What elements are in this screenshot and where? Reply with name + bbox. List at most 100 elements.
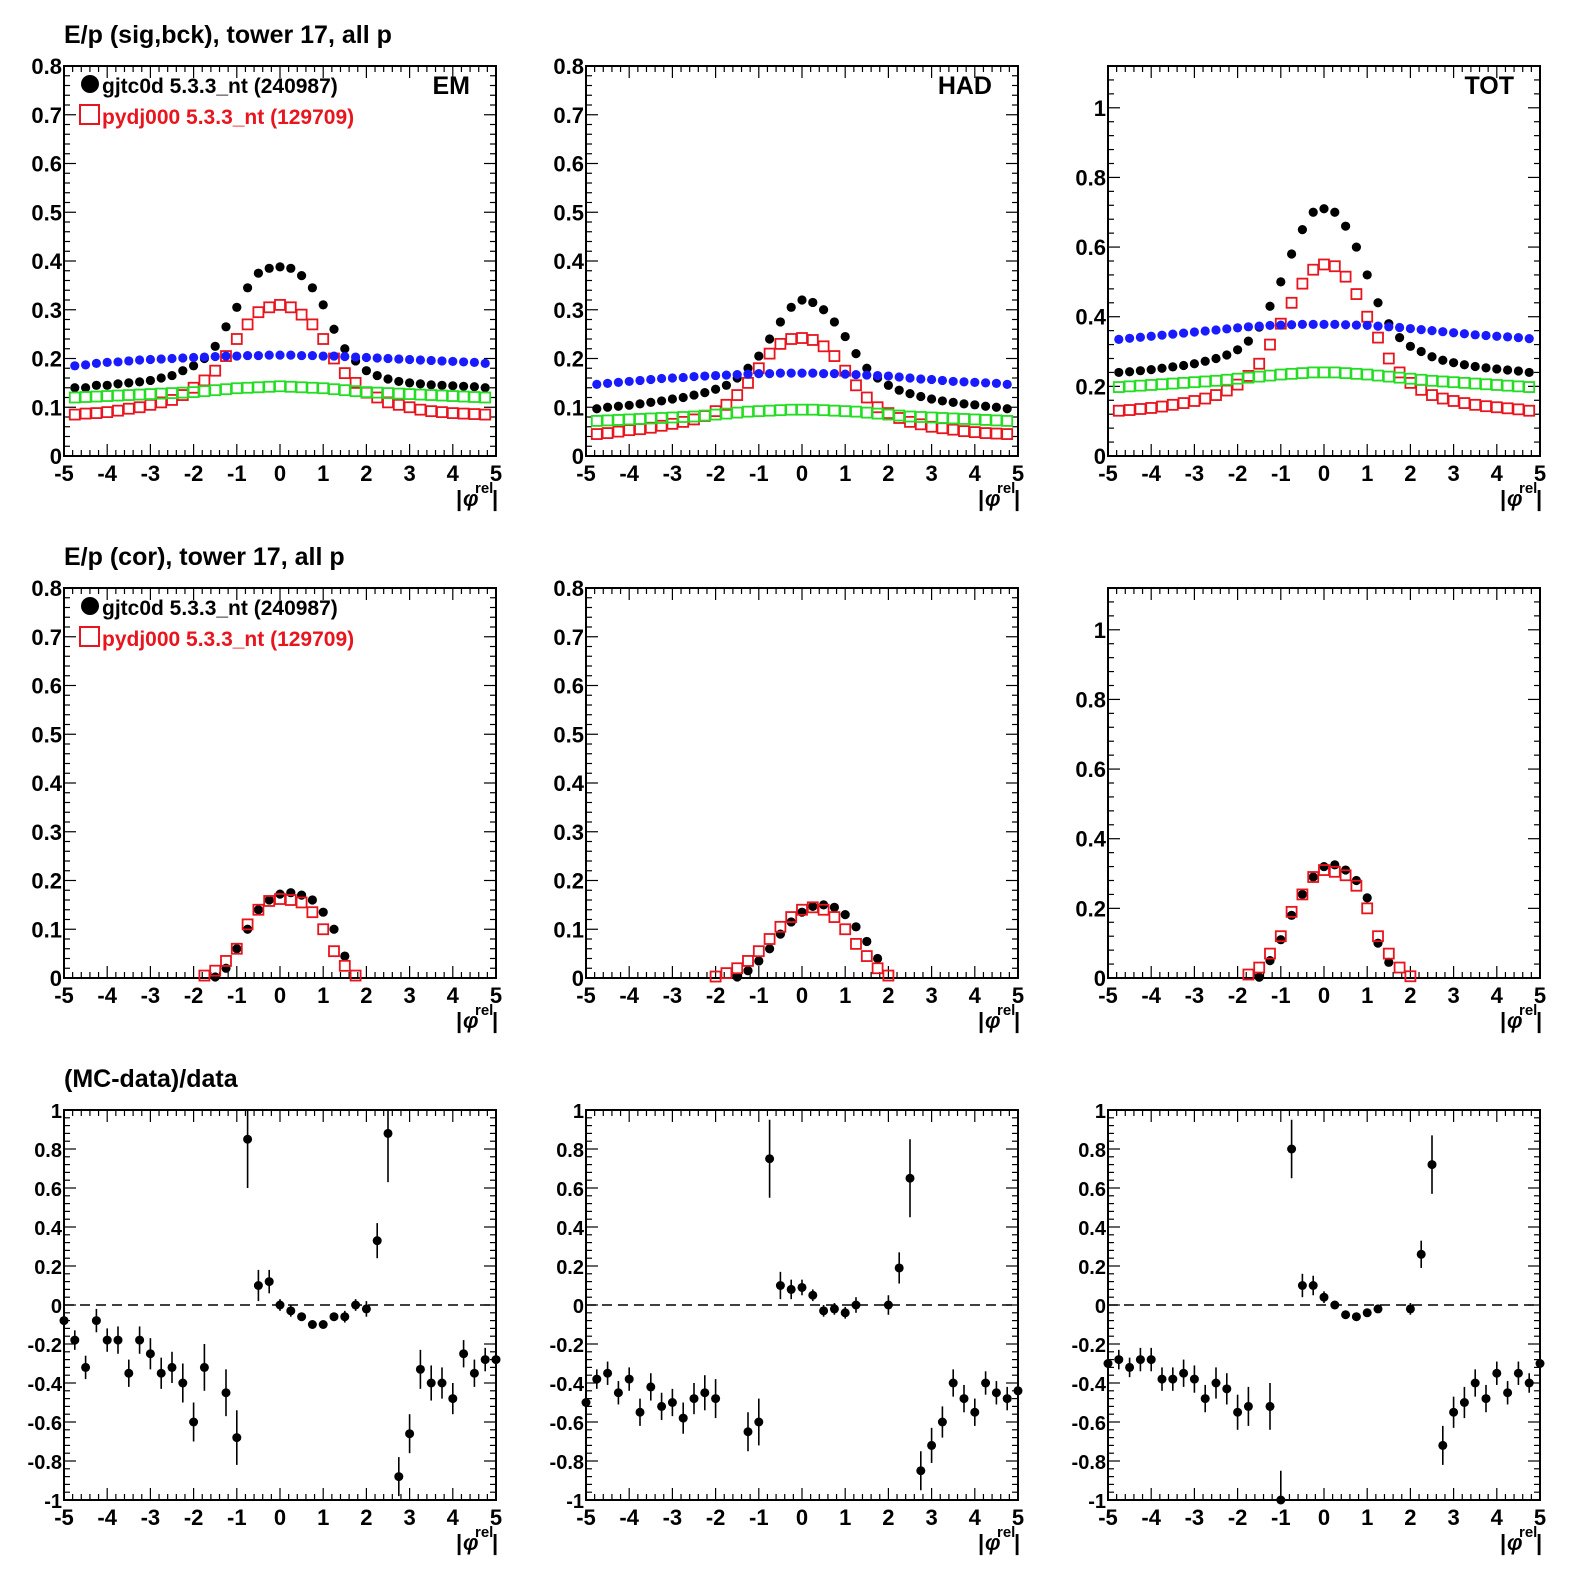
data-point [775,1281,785,1290]
plot-frame [585,587,1019,979]
x-tick-label: 2 [360,1505,372,1530]
data-point [851,349,861,359]
x-tick-label: 5 [1534,1505,1546,1530]
data-point [437,1378,447,1388]
y-tick-label: 0.5 [31,722,62,747]
data-point [307,1320,317,1329]
data-point [1157,363,1167,373]
data-point [189,1417,199,1427]
data-point [414,388,427,401]
data-point [1330,1300,1340,1310]
data-point [426,1378,436,1388]
y-tick-label: -1 [1088,1491,1106,1513]
data-point [91,358,101,368]
data-point [894,385,904,395]
data-point [657,1401,667,1411]
data-point [1373,321,1383,331]
data-point [1296,277,1309,290]
x-tick-label: 4 [969,461,982,486]
data-point [786,302,796,312]
data-point [1276,320,1286,330]
x-axis-label-phi: φ [463,1008,478,1033]
data-point [144,388,157,400]
data-point [979,414,992,426]
data-series [1103,1119,1545,1505]
data-point [1362,1308,1372,1318]
x-tick-label: 0 [1318,461,1330,486]
data-point [1382,370,1395,383]
data-point [1384,322,1394,332]
data-point [1351,1312,1361,1322]
data-point [894,372,904,382]
data-point [318,907,328,917]
data-point [709,405,722,418]
data-point [469,357,479,367]
data-point [646,1382,656,1392]
data-point [232,351,242,361]
data-point [796,403,808,416]
x-tick-label: -5 [1098,983,1118,1008]
data-point [1372,930,1384,943]
y-tick-label: 0 [572,444,584,469]
x-axis-label-sup: rel [1519,1524,1537,1541]
y-tick-label: 1 [51,1101,62,1123]
y-tick-label: 1 [1095,1101,1106,1123]
panel-label: TOT [1464,72,1514,100]
data-point [808,297,818,308]
y-tick-label: 0.6 [556,1179,584,1201]
data-point [1135,1355,1145,1365]
data-point [1535,1359,1545,1368]
plot-frame [1107,65,1541,457]
x-tick-label: 5 [490,983,502,1008]
data-point [850,379,862,392]
data-point [457,390,470,403]
data-point [819,369,829,379]
x-axis-label-bar: | [978,486,984,511]
data-point [873,370,883,381]
data-point [937,396,948,406]
data-point [145,1349,155,1359]
data-point [603,378,613,388]
data-point [102,1335,112,1345]
data-point [425,389,438,401]
x-tick-label: -4 [619,983,639,1008]
data-point [209,364,222,377]
data-point [1168,329,1178,339]
data-point [592,379,602,389]
data-point [232,1433,242,1443]
y-tick-label: 0.6 [553,674,584,699]
data-point [991,378,1002,388]
data-point [340,951,350,961]
data-point [948,397,958,407]
data-point [221,351,231,361]
data-point [603,1368,613,1378]
data-point [1253,961,1266,974]
data-point [1382,947,1395,960]
x-tick-label: -4 [619,461,639,486]
data-point [392,398,405,411]
data-point [307,283,317,293]
x-tick-label: -1 [227,1505,247,1530]
data-point [689,1394,699,1404]
x-tick-label: 3 [1447,983,1459,1008]
data-point [775,368,786,378]
data-point [667,394,678,404]
x-tick-label: -5 [576,461,596,486]
data-point [425,405,438,418]
data-point [1350,879,1363,892]
data-point [731,389,744,401]
data-point [79,391,92,403]
data-point [1254,972,1264,982]
data-point [1404,970,1417,983]
data-point [253,268,263,278]
data-series [1254,860,1394,982]
data-point [1233,1407,1243,1417]
data-point [1002,379,1012,389]
y-tick-label: 0.6 [553,152,584,177]
data-point [678,372,688,383]
data-point [873,953,883,964]
data-point [711,384,721,394]
data-point [317,333,330,345]
data-point [700,371,710,381]
data-point [133,401,146,414]
